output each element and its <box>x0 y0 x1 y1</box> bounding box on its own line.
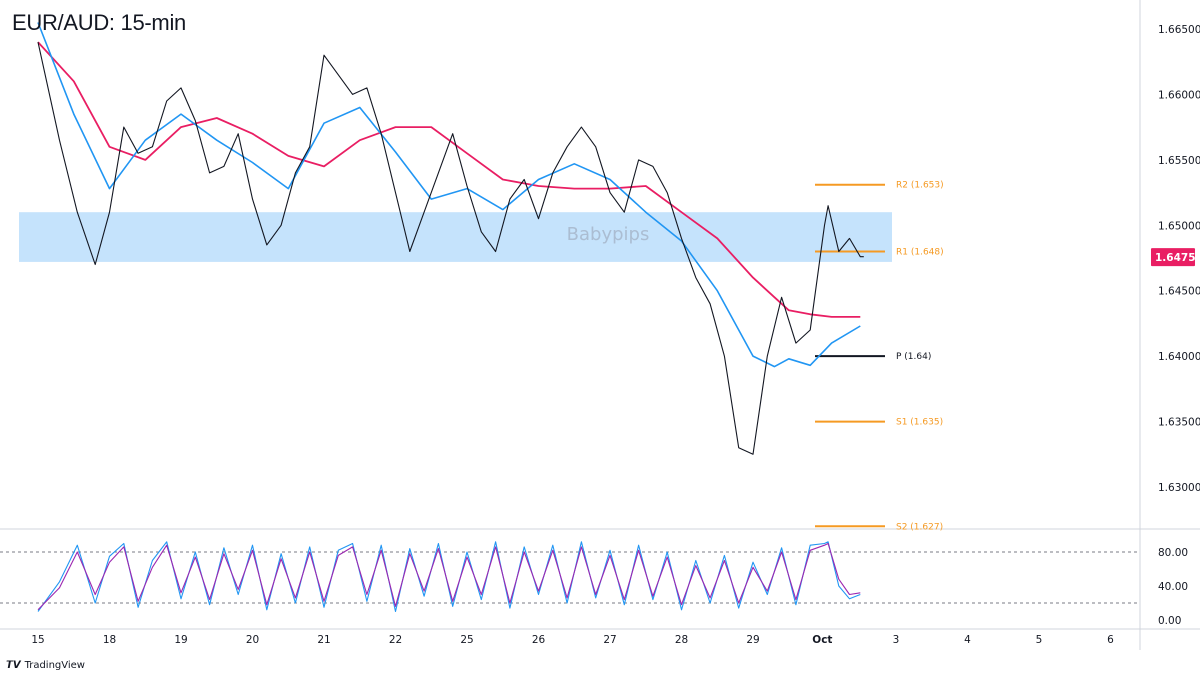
time-tick-label-5: 22 <box>389 634 402 646</box>
chart-title: EUR/AUD: 15-min <box>12 10 186 35</box>
tradingview-logo[interactable]: 𝙏𝙑 TradingView <box>6 660 85 671</box>
time-tick-label-2: 19 <box>174 634 187 646</box>
price-tick-label-5: 1.64000 <box>1158 351 1200 363</box>
time-tick-label-6: 25 <box>460 634 473 646</box>
price-line <box>37 41 864 455</box>
pivot-label-0: R2 (1.653) <box>896 181 944 191</box>
time-tick-label-10: 29 <box>746 634 759 646</box>
price-tick-label-6: 1.63500 <box>1158 417 1200 429</box>
time-tick-label-4: 21 <box>317 634 330 646</box>
time-tick-label-9: 28 <box>675 634 688 646</box>
pivot-label-2: P (1.64) <box>896 352 931 362</box>
stoch-tick-label-1: 40.00 <box>1158 581 1188 593</box>
pivot-label-3: S1 (1.635) <box>896 418 943 428</box>
time-tick-label-0: 15 <box>31 634 44 646</box>
price-tick-label-2: 1.65500 <box>1158 155 1200 167</box>
pivot-label-1: R1 (1.648) <box>896 247 944 257</box>
time-tick-label-1: 18 <box>103 634 116 646</box>
price-tick-label-4: 1.64500 <box>1158 286 1200 298</box>
price-tick-label-3: 1.65000 <box>1158 220 1200 232</box>
last-price-label: 1.64757 <box>1155 252 1200 264</box>
tradingview-brand-label: TradingView <box>24 660 85 671</box>
stoch-tick-label-0: 80.00 <box>1158 547 1188 559</box>
price-tick-label-1: 1.66000 <box>1158 89 1200 101</box>
price-tick-label-7: 1.63000 <box>1158 482 1200 494</box>
stoch-d-line <box>37 542 861 611</box>
ma-fast-line <box>37 22 861 368</box>
support-resistance-zone <box>19 212 892 262</box>
tradingview-logo-icon: 𝙏𝙑 <box>6 660 21 671</box>
time-tick-label-15: 6 <box>1107 634 1114 646</box>
time-tick-label-3: 20 <box>246 634 259 646</box>
time-tick-label-8: 27 <box>603 634 616 646</box>
time-tick-label-11: Oct <box>812 634 832 646</box>
time-tick-label-7: 26 <box>532 634 546 646</box>
stoch-tick-label-2: 0.00 <box>1158 615 1181 627</box>
time-tick-label-13: 4 <box>964 634 971 646</box>
pivot-label-4: S2 (1.627) <box>896 522 943 532</box>
ma-slow-line <box>37 41 861 318</box>
last-price-badge <box>1151 248 1195 267</box>
babypips-watermark: Babypips <box>567 224 650 245</box>
time-tick-label-12: 3 <box>893 634 900 646</box>
time-tick-label-14: 5 <box>1036 634 1043 646</box>
price-tick-label-0: 1.66500 <box>1158 24 1200 36</box>
